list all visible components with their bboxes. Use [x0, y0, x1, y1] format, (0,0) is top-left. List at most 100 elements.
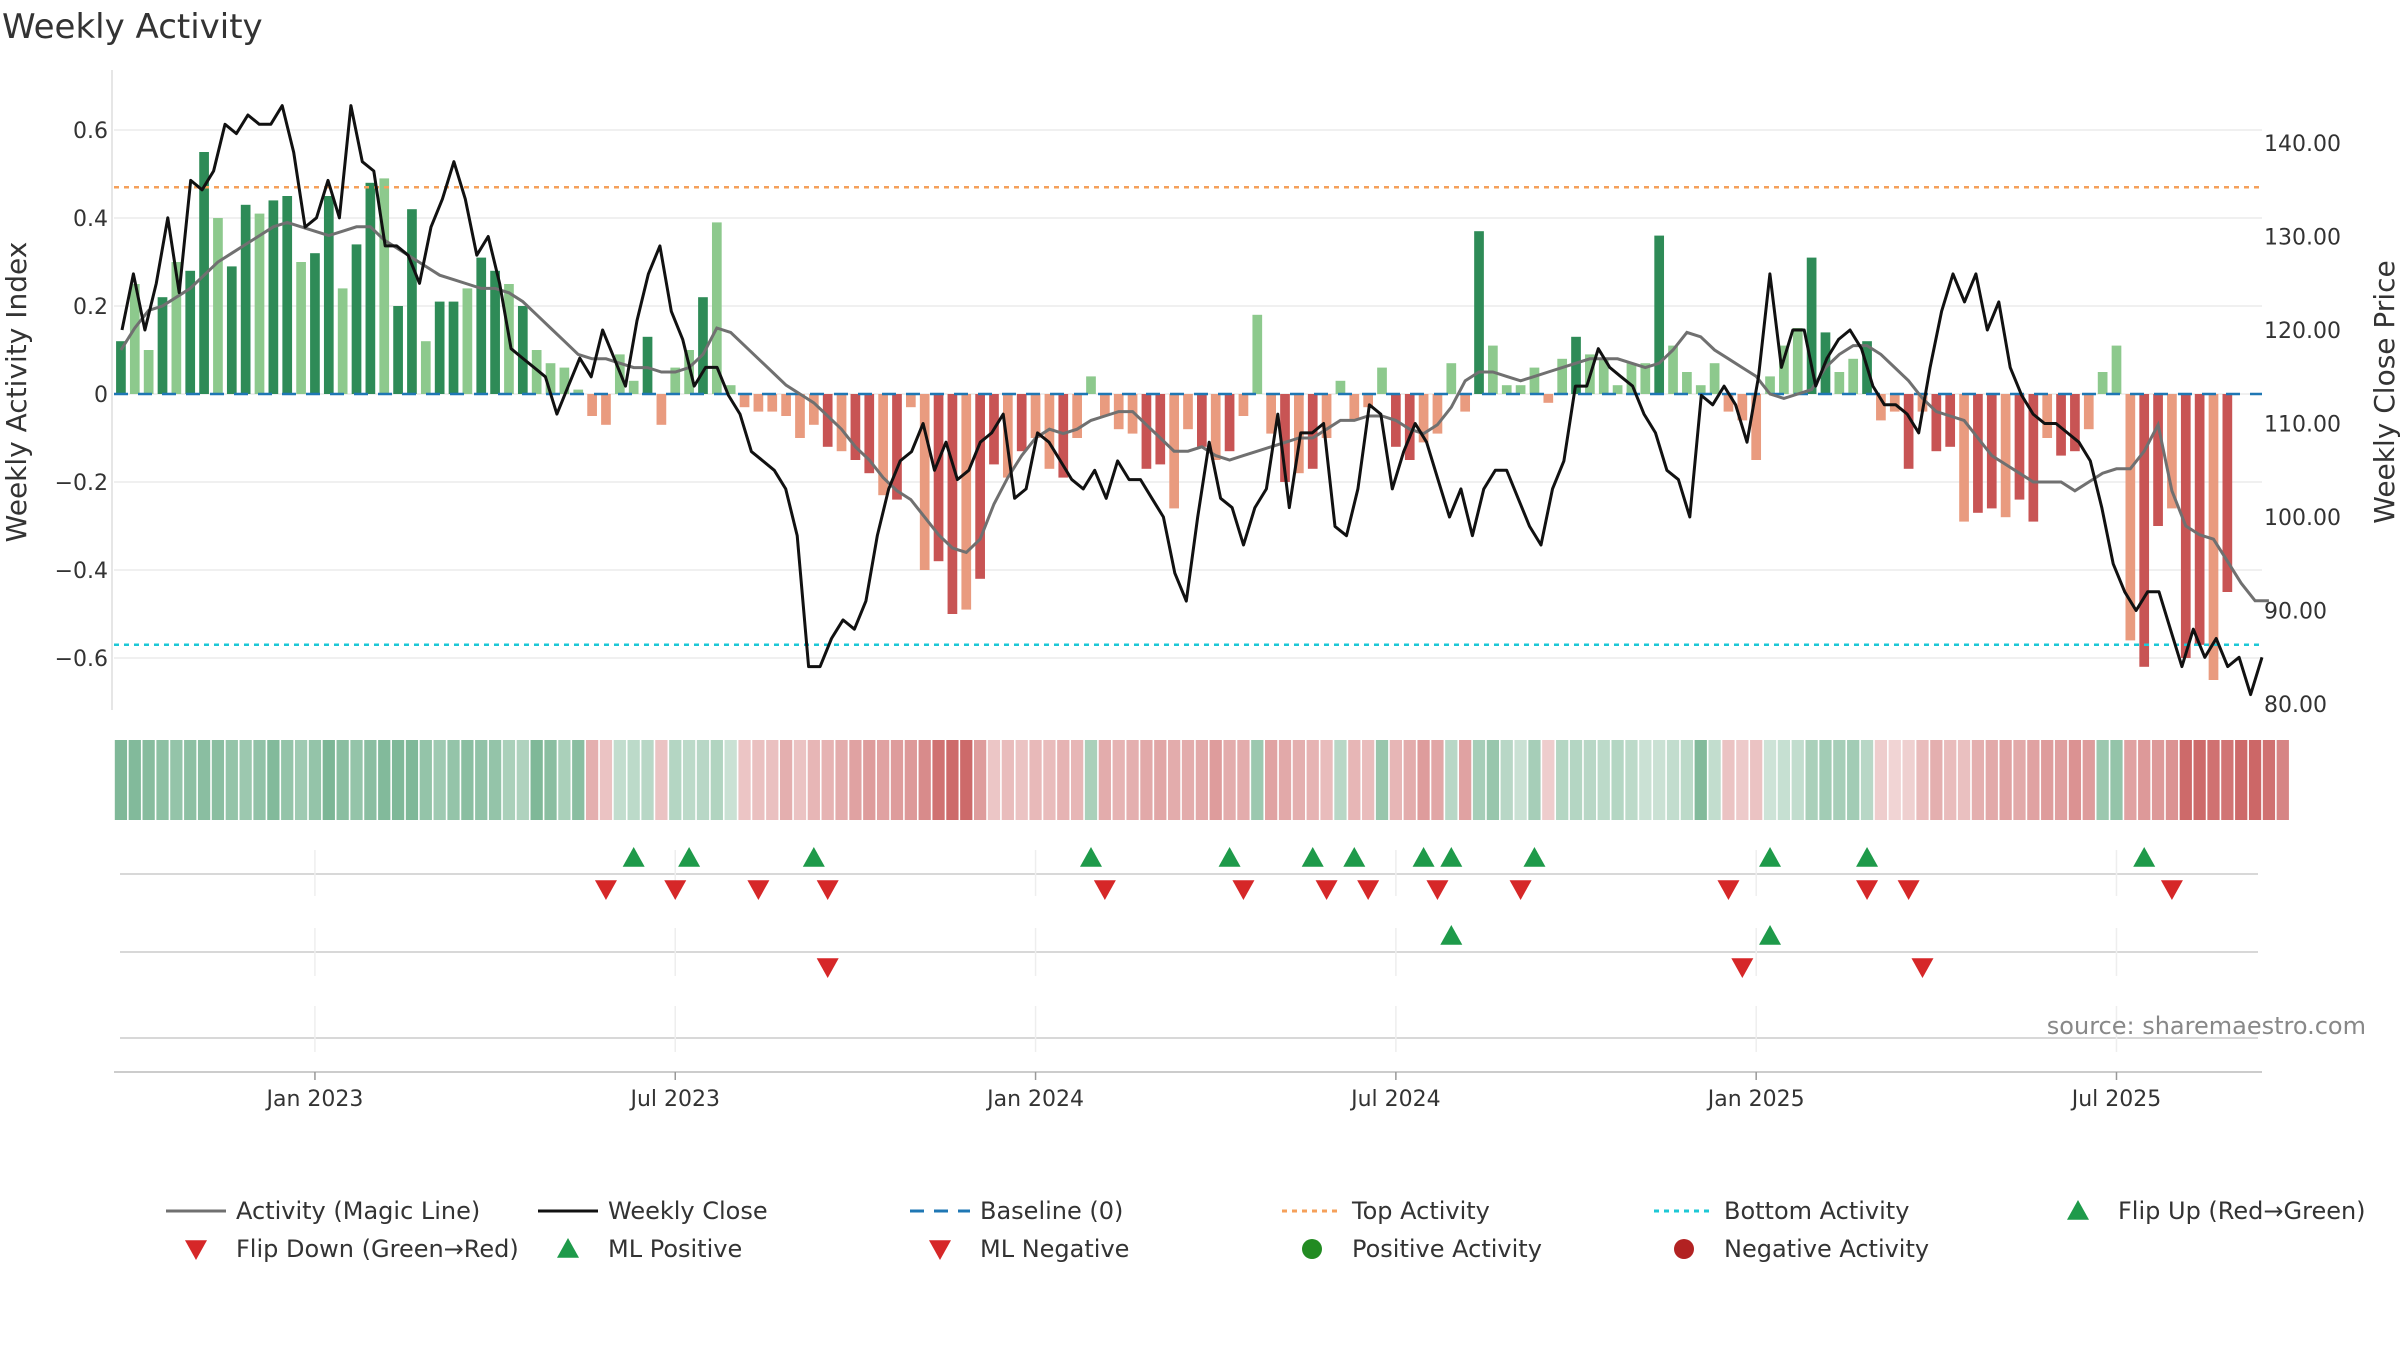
- activity-bar: [462, 288, 473, 394]
- activity-bar: [2042, 394, 2053, 438]
- strip-cell: [807, 740, 820, 820]
- activity-bar: [1224, 394, 1235, 452]
- flip-down-marker: [1232, 880, 1255, 900]
- flip-down-marker: [1093, 880, 1116, 900]
- y-axis-label: Weekly Activity Index: [0, 242, 33, 543]
- activity-bar: [171, 262, 182, 394]
- activity-bar: [1737, 394, 1748, 421]
- activity-bar: [1848, 358, 1859, 394]
- x-tick-label: Jan 2024: [985, 1087, 1084, 1112]
- strip-cell: [308, 740, 322, 820]
- flip-up-marker: [1856, 847, 1879, 867]
- strip-cell: [1348, 740, 1361, 820]
- strip-cell: [641, 740, 654, 820]
- activity-bar: [739, 394, 750, 408]
- activity-bar: [129, 284, 140, 394]
- strip-cell: [114, 740, 128, 820]
- activity-bar: [1709, 363, 1720, 394]
- strip-cell: [1819, 740, 1832, 820]
- strip-cell: [1528, 740, 1541, 820]
- activity-bar: [2153, 394, 2163, 526]
- strip-cell: [1431, 740, 1444, 820]
- activity-bar: [517, 306, 528, 394]
- strip-cell: [419, 740, 432, 820]
- strip-cell: [821, 740, 834, 820]
- activity-bar: [1889, 394, 1900, 412]
- activity-bar: [684, 350, 694, 394]
- strip-cell: [1777, 740, 1791, 820]
- activity-bar: [1876, 394, 1886, 421]
- strip-cell: [1043, 740, 1056, 820]
- activity-bar: [185, 270, 196, 394]
- activity-bar: [157, 297, 168, 394]
- activity-bar: [365, 182, 376, 394]
- strip-cell: [1902, 740, 1915, 820]
- strip-cell: [1112, 740, 1125, 820]
- activity-bar: [628, 380, 639, 394]
- strip-cell: [2138, 740, 2151, 820]
- flip-up-marker: [1440, 847, 1463, 867]
- activity-bar: [864, 394, 875, 474]
- ml-positive-marker: [1440, 925, 1463, 945]
- activity-bar: [1557, 358, 1568, 394]
- strip-cell: [1223, 740, 1236, 820]
- flip-down-marker: [1717, 880, 1740, 900]
- strip-cell: [1334, 740, 1347, 820]
- activity-bar: [2208, 394, 2219, 680]
- activity-bar: [2028, 394, 2039, 522]
- strip-cell: [974, 740, 987, 820]
- legend-label: Flip Down (Green→Red): [236, 1235, 519, 1263]
- strip-cell: [1071, 740, 1084, 820]
- activity-bar: [296, 262, 306, 394]
- flip-down-marker: [1426, 880, 1449, 900]
- strip-cell: [336, 740, 349, 820]
- activity-bar: [1349, 394, 1360, 421]
- activity-bar: [1002, 394, 1013, 478]
- strip-cell: [1362, 740, 1375, 820]
- strip-cell: [1195, 740, 1208, 820]
- activity-bar: [2014, 394, 2025, 500]
- ml-positive-marker: [1759, 925, 1782, 945]
- strip-cell: [433, 740, 446, 820]
- strip-cell: [572, 740, 585, 820]
- strip-cell: [2276, 740, 2289, 820]
- activity-bar: [961, 394, 972, 610]
- y2-tick-label: 110.00: [2264, 413, 2341, 438]
- y-tick-label: −0.2: [55, 471, 108, 496]
- strip-cell: [1985, 740, 1998, 820]
- strip-cell: [1971, 740, 1985, 820]
- y-tick-label: 0.2: [73, 295, 108, 320]
- strip-cell: [197, 740, 211, 820]
- strip-cell: [225, 740, 238, 820]
- x-tick-label: Jan 2023: [264, 1087, 363, 1112]
- activity-bar: [1529, 367, 1540, 394]
- strip-cell: [1569, 740, 1583, 820]
- activity-bar: [2139, 394, 2150, 667]
- strip-cell: [405, 740, 419, 820]
- activity-bar: [1779, 345, 1789, 394]
- legend-label: ML Positive: [608, 1235, 742, 1263]
- flip-up-marker: [678, 847, 701, 867]
- y2-tick-label: 80.00: [2264, 693, 2327, 718]
- activity-bar: [892, 394, 902, 500]
- activity-bar: [836, 394, 847, 452]
- strip-cell: [1542, 740, 1555, 820]
- strip-cell: [987, 740, 1001, 820]
- strip-cell: [364, 740, 377, 820]
- strip-cell: [239, 740, 252, 820]
- legend-label: Negative Activity: [1724, 1235, 1929, 1263]
- strip-cell: [1181, 740, 1195, 820]
- activity-bar: [670, 367, 681, 394]
- x-tick-label: Jan 2025: [1706, 1087, 1805, 1112]
- activity-bar: [2167, 394, 2177, 509]
- strip-cell: [1583, 740, 1597, 820]
- activity-bar: [1363, 394, 1374, 408]
- activity-bar: [1806, 257, 1817, 394]
- strip-cell: [2235, 740, 2248, 820]
- activity-bar: [1723, 394, 1734, 412]
- strip-cell: [391, 740, 405, 820]
- activity-bar: [393, 306, 403, 394]
- strip-cell: [1625, 740, 1638, 820]
- strip-cell: [1320, 740, 1333, 820]
